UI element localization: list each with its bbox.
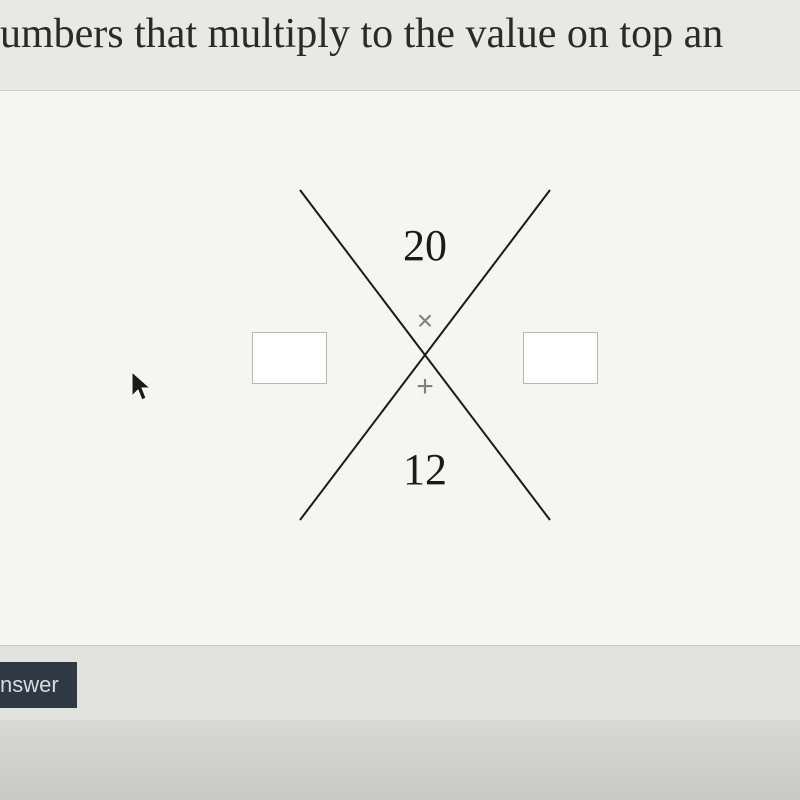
- answer-button[interactable]: nswer: [0, 662, 77, 708]
- instruction-text: umbers that multiply to the value on top…: [0, 10, 800, 58]
- cursor-icon: [130, 370, 154, 402]
- left-factor-input[interactable]: [252, 332, 327, 384]
- bottom-toolbar: [0, 645, 800, 720]
- x-puzzle-diagram: 20 × + 12: [240, 180, 610, 530]
- desk-surface: [0, 720, 800, 800]
- multiply-icon: ×: [417, 305, 433, 337]
- right-factor-input[interactable]: [523, 332, 598, 384]
- plus-icon: +: [416, 370, 434, 404]
- product-value: 20: [403, 220, 447, 271]
- sum-value: 12: [403, 444, 447, 495]
